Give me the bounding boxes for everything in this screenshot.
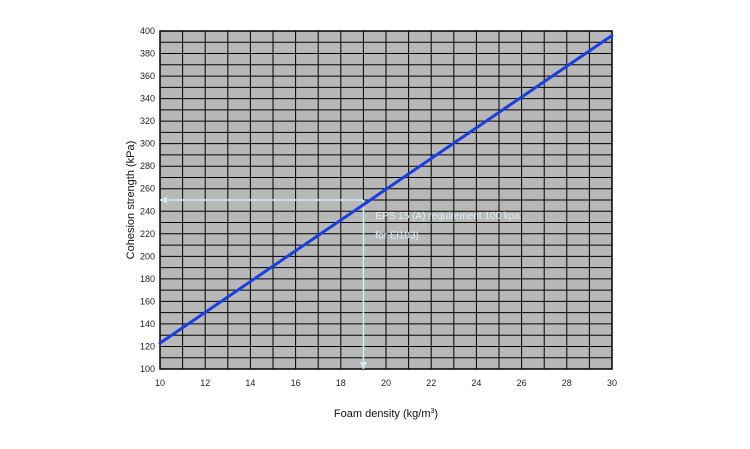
y-tick-label: 280 (140, 161, 155, 171)
x-axis-title-superscript: 3 (431, 408, 435, 415)
x-tick-label: 20 (381, 378, 391, 388)
x-tick-label: 14 (245, 378, 255, 388)
y-tick-label: 340 (140, 94, 155, 104)
y-tick-label: 140 (140, 319, 155, 329)
annotation-line-2: for Ei103) (375, 230, 418, 241)
y-tick-label: 220 (140, 229, 155, 239)
y-tick-label: 400 (140, 26, 155, 36)
x-axis-title-text: Foam density (kg/m (334, 408, 431, 420)
y-tick-label: 260 (140, 184, 155, 194)
x-tick-label: 26 (517, 378, 527, 388)
y-tick-label: 300 (140, 139, 155, 149)
y-axis-title: Cohesion strength (kPa) (125, 141, 137, 260)
x-tick-label: 24 (471, 378, 481, 388)
x-tick-label: 30 (607, 378, 617, 388)
y-tick-labels: 100 120 140 160 180 200 220 240 260 280 300 320 340 3… (140, 26, 155, 374)
x-axis-title: Foam density (kg/m3) (334, 408, 438, 420)
x-tick-label: 18 (336, 378, 346, 388)
series-line (158, 34, 614, 345)
y-tick-label: 360 (140, 71, 155, 81)
y-tick-label: 160 (140, 296, 155, 306)
reference-arrow-left (160, 196, 167, 204)
x-tick-label: 10 (155, 378, 165, 388)
reference-arrow-down (359, 362, 367, 369)
x-tick-label: 28 (562, 378, 572, 388)
annotation-line-1: EPS 15 (A) requirement 100 kpa (375, 211, 520, 222)
y-tick-label: 100 (140, 364, 155, 374)
reference-lines (160, 196, 367, 369)
y-tick-label: 200 (140, 251, 155, 261)
y-tick-label: 180 (140, 274, 155, 284)
x-axis-title-close: ) (434, 408, 438, 420)
series-layer (158, 34, 614, 345)
x-tick-label: 22 (426, 378, 436, 388)
x-tick-labels: 10 12 14 16 18 20 22 24 26 28 30 (155, 378, 617, 388)
x-tick-label: 16 (291, 378, 301, 388)
y-tick-label: 380 (140, 49, 155, 59)
x-tick-label: 12 (200, 378, 210, 388)
y-tick-label: 120 (140, 341, 155, 351)
y-tick-label: 320 (140, 116, 155, 126)
y-tick-label: 240 (140, 206, 155, 216)
